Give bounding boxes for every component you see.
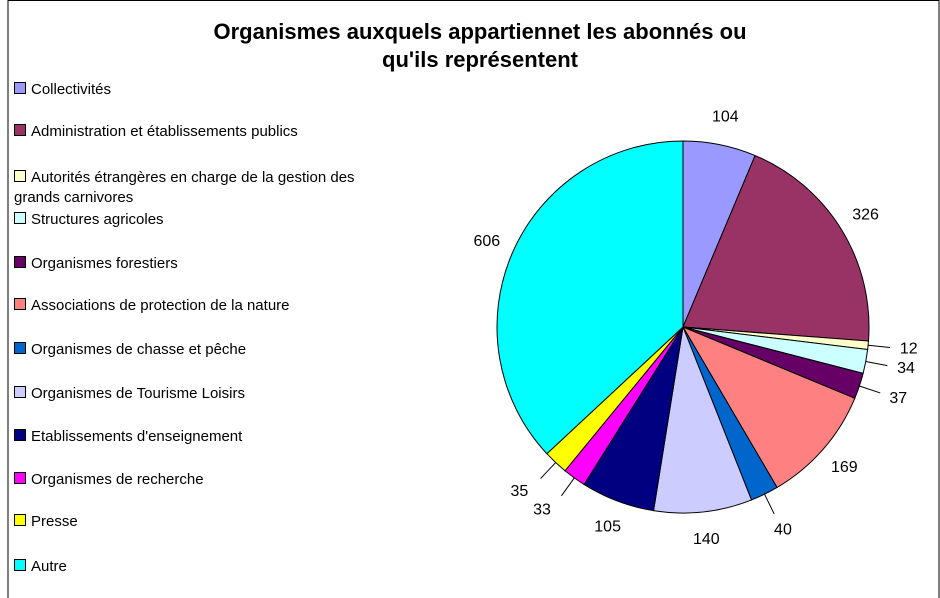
legend-item: Associations de protection de la nature <box>14 296 394 316</box>
legend-label: Autorités étrangères en charge de la ges… <box>14 169 355 206</box>
legend-swatch <box>14 342 26 354</box>
data-label: 37 <box>889 390 907 407</box>
legend-label: Organismes de recherche <box>31 471 204 488</box>
legend-label: Structures agricoles <box>31 211 164 228</box>
data-label: 606 <box>473 233 500 250</box>
data-label: 12 <box>900 340 918 357</box>
legend-item: Organismes de Tourisme Loisirs <box>14 384 394 404</box>
leader-line <box>859 385 881 394</box>
data-label: 40 <box>774 521 792 538</box>
legend-swatch <box>14 256 26 268</box>
pie-slice <box>652 325 753 514</box>
data-label: 34 <box>897 360 915 377</box>
leader-line <box>865 361 888 367</box>
legend-item: Administration et établissements publics <box>14 122 394 142</box>
legend-item: Autre <box>14 557 394 577</box>
legend-swatch <box>14 429 26 441</box>
legend-label: Organismes de Tourisme Loisirs <box>31 385 245 402</box>
pie-slice <box>496 140 684 455</box>
data-label: 104 <box>712 108 739 125</box>
legend-label: Organismes de chasse et pêche <box>31 341 247 358</box>
data-label: 140 <box>693 531 720 548</box>
legend-label: Presse <box>31 513 78 530</box>
leader-line <box>561 477 575 497</box>
legend-label: Organismes forestiers <box>31 255 178 272</box>
legend-swatch <box>14 514 26 526</box>
leader-line <box>764 493 775 515</box>
legend-swatch <box>14 559 26 571</box>
legend-swatch <box>14 124 26 136</box>
legend-item: Organismes de chasse et pêche <box>14 340 394 360</box>
leader-line <box>540 462 556 479</box>
chart-title: Organismes auxquels appartiennet les abo… <box>213 19 747 72</box>
pie-slice <box>682 154 870 342</box>
legend-item: Etablissements d'enseignement <box>14 427 394 447</box>
data-label: 169 <box>831 459 858 476</box>
legend-swatch <box>14 212 26 224</box>
legend-item: Structures agricoles <box>14 210 394 230</box>
legend-item: Autorités étrangères en charge de la ges… <box>14 168 394 208</box>
legend-swatch <box>14 298 26 310</box>
legend-swatch <box>14 82 26 94</box>
legend-swatch <box>14 170 26 182</box>
data-label: 35 <box>510 483 528 500</box>
legend-item: Organismes de recherche <box>14 470 394 490</box>
data-label: 326 <box>852 207 879 224</box>
legend-swatch <box>14 386 26 398</box>
legend-label: Autre <box>31 558 67 575</box>
legend-item: Presse <box>14 512 394 532</box>
legend-label: Etablissements d'enseignement <box>31 428 243 445</box>
leader-line <box>868 344 891 348</box>
frame <box>7 0 940 598</box>
legend-label: Collectivités <box>31 81 112 98</box>
data-label: 33 <box>533 502 551 519</box>
legend-label: Administration et établissements publics <box>31 123 298 140</box>
data-label: 105 <box>594 519 621 536</box>
pie-slice <box>681 325 856 489</box>
legend-swatch <box>14 472 26 484</box>
legend-label: Associations de protection de la nature <box>31 297 290 314</box>
legend-item: Collectivités <box>14 80 394 100</box>
legend-item: Organismes forestiers <box>14 254 394 274</box>
